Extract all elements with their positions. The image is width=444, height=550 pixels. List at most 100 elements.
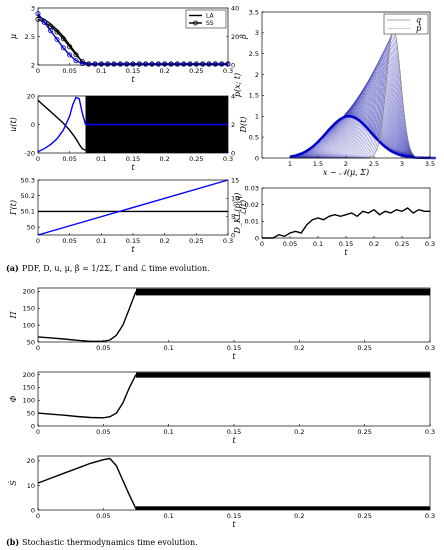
pdf-family-curve (290, 46, 436, 159)
Phi-xtick-label: 0.3 (425, 428, 435, 436)
legend-q-label: q (416, 16, 421, 25)
mu_beta-xtick-label: 0.05 (62, 67, 76, 75)
mu_beta-ytick-label: 3 (31, 4, 35, 12)
u_D-xtick-label: 0.05 (62, 155, 76, 163)
u_D-xtick-label: 0.1 (96, 155, 106, 163)
Phi-xtick-label: 0.15 (227, 428, 241, 436)
dkl-xtick-label: 0 (260, 240, 264, 248)
mu_beta-series-point (54, 29, 60, 35)
legend-ss-label: SS (206, 20, 214, 27)
Sdot-xtick-label: 0.05 (96, 512, 110, 520)
gamma_L-y2tick-label: 15 (231, 176, 239, 184)
mu_beta-series-point (117, 61, 123, 67)
Pi-xtick-label: 0.15 (227, 344, 241, 352)
pdf-ytick-label: 2.5 (249, 50, 259, 58)
mu_beta-series-point (105, 61, 111, 67)
mu_beta-series-point (67, 44, 73, 50)
dkl-xtick-label: 0.15 (339, 240, 353, 248)
u_D-series-line (37, 99, 86, 151)
Sdot-xtick-label: 0 (36, 512, 40, 520)
mu_beta-ytick-label: 2 (31, 61, 35, 69)
Pi-xlabel: t (232, 352, 236, 361)
u_D-y2label: D(t) (239, 117, 248, 134)
gamma_L-ytick-label: 50.2 (21, 192, 35, 200)
mu_beta-series-point (60, 45, 66, 51)
Sdot-ytick-label: 20 (27, 457, 35, 465)
Phi-ytick-label: 150 (23, 384, 35, 392)
u_D-y2tick-label: 0 (231, 149, 235, 157)
mu_beta-series-point (60, 36, 66, 42)
gamma_L-xtick-label: 0.1 (96, 237, 106, 245)
Phi-series-line (37, 374, 137, 419)
u_D-y2tick-label: 4 (231, 92, 235, 100)
mu_beta-series-point (155, 61, 161, 67)
u_D-ytick-label: -20 (24, 149, 35, 157)
legend-ss-marker (193, 20, 198, 26)
dkl-ylabel: D_KL(p̃|q) (233, 193, 242, 235)
dkl-series-line (262, 207, 430, 239)
u_D-xtick-label: 0 (36, 155, 40, 163)
mu_beta-series-point (193, 61, 199, 67)
gamma_L-y2label: ℒ(t) (239, 200, 248, 215)
Pi-ytick-label: 200 (23, 288, 35, 296)
mu_beta-series-point (130, 61, 136, 67)
u_D-xlabel: t (131, 163, 135, 172)
Pi-xtick-label: 0.1 (163, 344, 173, 352)
u_D-xtick-label: 0.25 (189, 155, 203, 163)
Pi-xtick-label: 0 (36, 344, 40, 352)
u_D-xtick-label: 0.15 (126, 155, 140, 163)
gamma_L-xtick-label: 0.2 (159, 237, 169, 245)
pdf-ytick-label: 0 (255, 154, 259, 162)
Phi-ytick-label: 50 (27, 409, 35, 417)
dkl-xtick-label: 0.05 (283, 240, 297, 248)
gamma_L-y2tick-label: 10 (231, 195, 239, 203)
Pi-xtick-label: 0.2 (294, 344, 304, 352)
u_D-ytick-label: 0 (31, 121, 35, 129)
dkl-ytick-label: 0.03 (245, 184, 259, 192)
gamma_L-ylabel: Γ(t) (9, 200, 18, 216)
mu_beta-y2tick-label: 0 (231, 61, 235, 69)
Phi-oscillation-band (136, 372, 430, 378)
mu_beta-xlabel: t (131, 75, 135, 84)
dkl-ytick-label: 0.02 (245, 201, 259, 209)
u_D-y2tick-label: 2 (231, 121, 235, 129)
mu_beta-xtick-label: 0 (36, 67, 40, 75)
mu_beta-series-point (181, 61, 187, 67)
mu_beta-y2tick-label: 20 (231, 33, 239, 41)
mu_beta-series-point (168, 61, 174, 67)
mu_beta-series-point (187, 61, 193, 67)
mu_beta-series-point (92, 61, 98, 67)
pdf-ytick-label: 2 (255, 71, 259, 79)
mu_beta-series-point (67, 52, 73, 58)
gamma_L-xtick-label: 0.3 (223, 237, 233, 245)
pdf-xtick-label: 1 (288, 160, 292, 168)
mu_beta-ytick-label: 2.5 (25, 33, 35, 41)
u_D-ytick-label: 20 (27, 92, 35, 100)
Phi-xtick-label: 0.05 (96, 428, 110, 436)
Pi-xtick-label: 0.25 (357, 344, 371, 352)
Pi-ytick-label: 100 (23, 321, 35, 329)
dkl-xlabel: t (344, 248, 348, 257)
Sdot-xtick-label: 0.15 (227, 512, 241, 520)
mu_beta-series-point (136, 61, 142, 67)
mu_beta-series-point (219, 61, 225, 67)
Sdot-xtick-label: 0.2 (294, 512, 304, 520)
mu_beta-series-point (73, 58, 79, 64)
u_D-xtick-label: 0.3 (223, 155, 233, 163)
Sdot-xtick-label: 0.1 (163, 512, 173, 520)
mu_beta-series-point (124, 61, 130, 67)
pdf-xtick-label: 1.5 (313, 160, 323, 168)
dkl-ytick-label: 0.01 (245, 218, 259, 226)
mu_beta-y2label: β (239, 34, 248, 40)
gamma_L-xtick-label: 0.25 (189, 237, 203, 245)
mu_beta-xtick-label: 0.2 (159, 67, 169, 75)
pdf-xtick-label: 2 (344, 160, 348, 168)
mu_beta-series-point (98, 61, 104, 67)
Pi-xtick-label: 0.3 (425, 344, 435, 352)
mu_beta-xtick-label: 0.25 (189, 67, 203, 75)
mu_beta-ylabel: μ (9, 34, 18, 39)
pdf-xlabel: x ∼ 𝒩(μ, Σ) (323, 168, 369, 177)
dkl-xtick-label: 0.3 (425, 240, 435, 248)
mu_beta-series-point (206, 61, 212, 67)
u_D-series-line (37, 96, 87, 153)
